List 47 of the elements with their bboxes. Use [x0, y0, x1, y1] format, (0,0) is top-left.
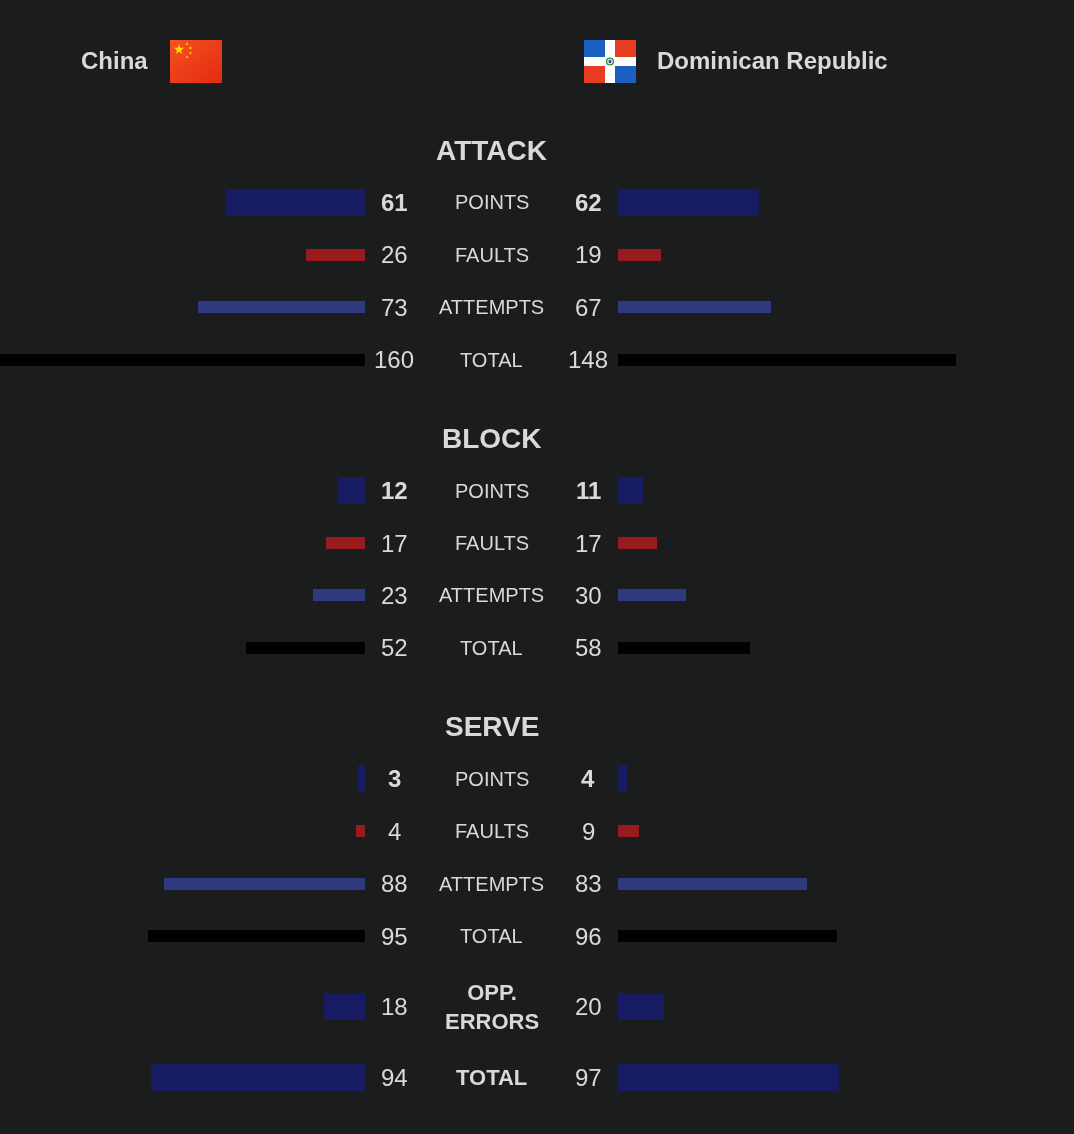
y-tick-label: OPP. ERRORS	[445, 980, 540, 1034]
chart-title: China	[81, 47, 149, 75]
data-label: 73	[381, 294, 408, 321]
data-label: 52	[381, 634, 408, 661]
data-label: 67	[575, 294, 602, 321]
y-tick-label: ATTEMPTS	[439, 584, 545, 606]
y-tick-label: FAULTS	[455, 820, 530, 842]
data-label: 19	[575, 241, 602, 268]
y-tick-label: SERVE	[445, 711, 540, 742]
chart-title: Dominican Republic	[657, 47, 888, 75]
y-tick-label: FAULTS	[455, 532, 530, 554]
data-label: 17	[381, 530, 408, 557]
data-label: 94	[381, 1064, 408, 1091]
data-label: 3	[388, 765, 402, 792]
data-label: 97	[575, 1064, 602, 1091]
data-label: 148	[568, 346, 609, 373]
y-tick-label: TOTAL	[460, 349, 523, 371]
data-label: 17	[575, 530, 602, 557]
data-label: 18	[381, 993, 408, 1020]
data-label: 30	[575, 582, 602, 609]
data-label: 83	[575, 870, 602, 897]
y-tick-label: ATTACK	[436, 135, 547, 166]
data-label: 26	[381, 241, 408, 268]
data-label: 95	[381, 923, 408, 950]
data-label: 20	[575, 993, 602, 1020]
data-label: 160	[374, 346, 415, 373]
data-label: 12	[381, 477, 408, 504]
y-tick-label: TOTAL	[460, 637, 523, 659]
data-label: 23	[381, 582, 408, 609]
y-tick-label: ATTEMPTS	[439, 873, 545, 895]
data-label: 11	[576, 477, 602, 504]
y-tick-label: TOTAL	[460, 925, 523, 947]
y-tick-label: FAULTS	[455, 244, 530, 266]
data-label: 4	[388, 818, 402, 845]
data-label: 58	[575, 634, 602, 661]
y-tick-label: POINTS	[455, 480, 530, 502]
y-tick-label: POINTS	[455, 191, 530, 213]
data-label: 96	[575, 923, 602, 950]
data-label: 4	[581, 765, 595, 792]
data-label: 9	[582, 818, 596, 845]
y-tick-label: TOTAL	[456, 1065, 528, 1090]
y-tick-label: POINTS	[455, 768, 530, 790]
y-tick-label: BLOCK	[442, 423, 542, 454]
y-tick-label: ATTEMPTS	[439, 296, 545, 318]
data-label: 61	[381, 189, 408, 216]
data-label: 62	[575, 189, 602, 216]
data-label: 88	[381, 870, 408, 897]
